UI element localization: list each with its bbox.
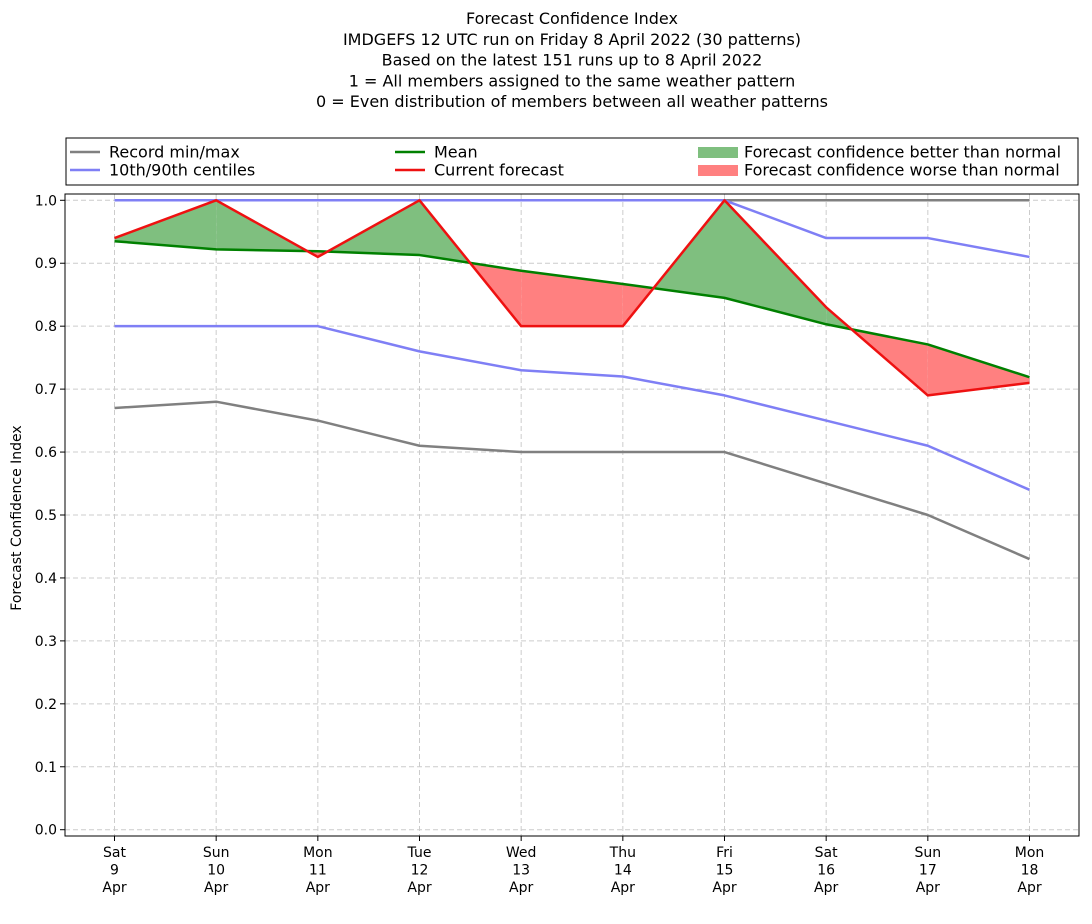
y-tick-label-7: 0.7 xyxy=(35,382,57,398)
y-axis-label: Forecast Confidence Index xyxy=(9,425,25,610)
title-line-5: 0 = Even distribution of members between… xyxy=(316,92,828,111)
title-line-2: IMDGEFS 12 UTC run on Friday 8 April 202… xyxy=(343,30,801,49)
legend-swatch-6 xyxy=(698,165,738,176)
x-tick-label-9-date: 18 xyxy=(1021,863,1039,879)
legend-swatch-3 xyxy=(698,147,738,158)
x-tick-label-0-month: Apr xyxy=(102,880,126,896)
y-tick-labels: 0.0 0.1 0.2 0.3 0.4 0.5 0.6 0.7 0.8 0.9 1.0 xyxy=(35,193,65,839)
x-tick-label-2-month: Apr xyxy=(306,880,330,896)
fill-better-0 xyxy=(114,200,217,250)
y-tick-label-4: 0.4 xyxy=(35,571,57,587)
chart-title: Forecast Confidence Index IMDGEFS 12 UTC … xyxy=(316,9,828,111)
x-tick-label-8-month: Apr xyxy=(916,880,940,896)
x-tick-label-3-day: Tue xyxy=(407,845,432,861)
title-line-1: Forecast Confidence Index xyxy=(466,9,678,28)
x-tick-label-7-month: Apr xyxy=(814,880,838,896)
x-tick-label-9-day: Mon xyxy=(1015,845,1045,861)
x-tick-label-8-date: 17 xyxy=(919,863,937,879)
series-line-current xyxy=(114,199,1030,397)
series-lines xyxy=(114,199,1030,561)
x-tick-label-1-day: Sun xyxy=(203,845,230,861)
x-tick-label-4-date: 13 xyxy=(512,863,530,879)
y-tick-label-3: 0.3 xyxy=(35,634,57,650)
y-tick-label-9: 0.9 xyxy=(35,256,57,272)
series-line-p10 xyxy=(114,324,1030,491)
x-tick-label-2-day: Mon xyxy=(303,845,333,861)
y-tick-label-5: 0.5 xyxy=(35,508,57,524)
x-tick-label-0-date: 9 xyxy=(110,863,119,879)
x-tick-label-3-date: 12 xyxy=(411,863,429,879)
y-tick-label-1: 0.1 xyxy=(35,760,57,776)
y-tick-label-2: 0.2 xyxy=(35,697,57,713)
x-tick-label-7-day: Sat xyxy=(815,845,838,861)
series-line-record-min xyxy=(114,400,1030,561)
x-tick-label-4-day: Wed xyxy=(506,845,537,861)
x-tick-label-0-day: Sat xyxy=(103,845,126,861)
fill-better-6 xyxy=(724,200,827,325)
legend-label-2: Mean xyxy=(434,143,478,162)
legend-frame xyxy=(65,137,1079,186)
title-line-3: Based on the latest 151 runs up to 8 Apr… xyxy=(382,51,763,70)
x-tick-label-6-month: Apr xyxy=(712,880,736,896)
x-tick-label-6-day: Fri xyxy=(716,845,733,861)
fill-worse-8 xyxy=(927,344,1030,396)
y-tick-label-8: 0.8 xyxy=(35,319,57,335)
legend: Record min/max Mean Forecast confidence be… xyxy=(65,137,1079,186)
x-tick-label-1-date: 10 xyxy=(207,863,225,879)
x-tick-label-8-day: Sun xyxy=(915,845,942,861)
x-tick-label-3-month: Apr xyxy=(407,880,431,896)
x-tick-label-4-month: Apr xyxy=(509,880,533,896)
x-tick-labels: Sat9AprSun10AprMon11AprTue12AprWed13AprT… xyxy=(102,836,1044,896)
x-tick-label-7-date: 16 xyxy=(817,863,835,879)
x-tick-label-1-month: Apr xyxy=(204,880,228,896)
x-tick-label-9-month: Apr xyxy=(1017,880,1041,896)
fill-worse-4 xyxy=(521,270,623,327)
legend-label-5: Current forecast xyxy=(434,161,564,180)
legend-label-4: 10th/90th centiles xyxy=(109,161,255,180)
x-tick-label-5-month: Apr xyxy=(611,880,635,896)
series-line-p90 xyxy=(114,199,1030,259)
x-tick-label-5-day: Thu xyxy=(609,845,636,861)
y-tick-label-6: 0.6 xyxy=(35,445,57,461)
fill-better-5b xyxy=(653,200,725,298)
x-tick-label-6-date: 15 xyxy=(716,863,734,879)
x-tick-label-2-date: 11 xyxy=(309,863,327,879)
y-tick-label-0: 0.0 xyxy=(35,823,57,839)
legend-label-3: Forecast confidence better than normal xyxy=(744,143,1061,162)
series-line-mean xyxy=(114,239,1030,379)
x-tick-label-5-date: 14 xyxy=(614,863,632,879)
legend-label-1: Record min/max xyxy=(109,143,240,162)
y-tick-label-10: 1.0 xyxy=(35,193,57,209)
title-line-4: 1 = All members assigned to the same wea… xyxy=(349,71,796,90)
legend-label-6: Forecast confidence worse than normal xyxy=(744,161,1060,180)
